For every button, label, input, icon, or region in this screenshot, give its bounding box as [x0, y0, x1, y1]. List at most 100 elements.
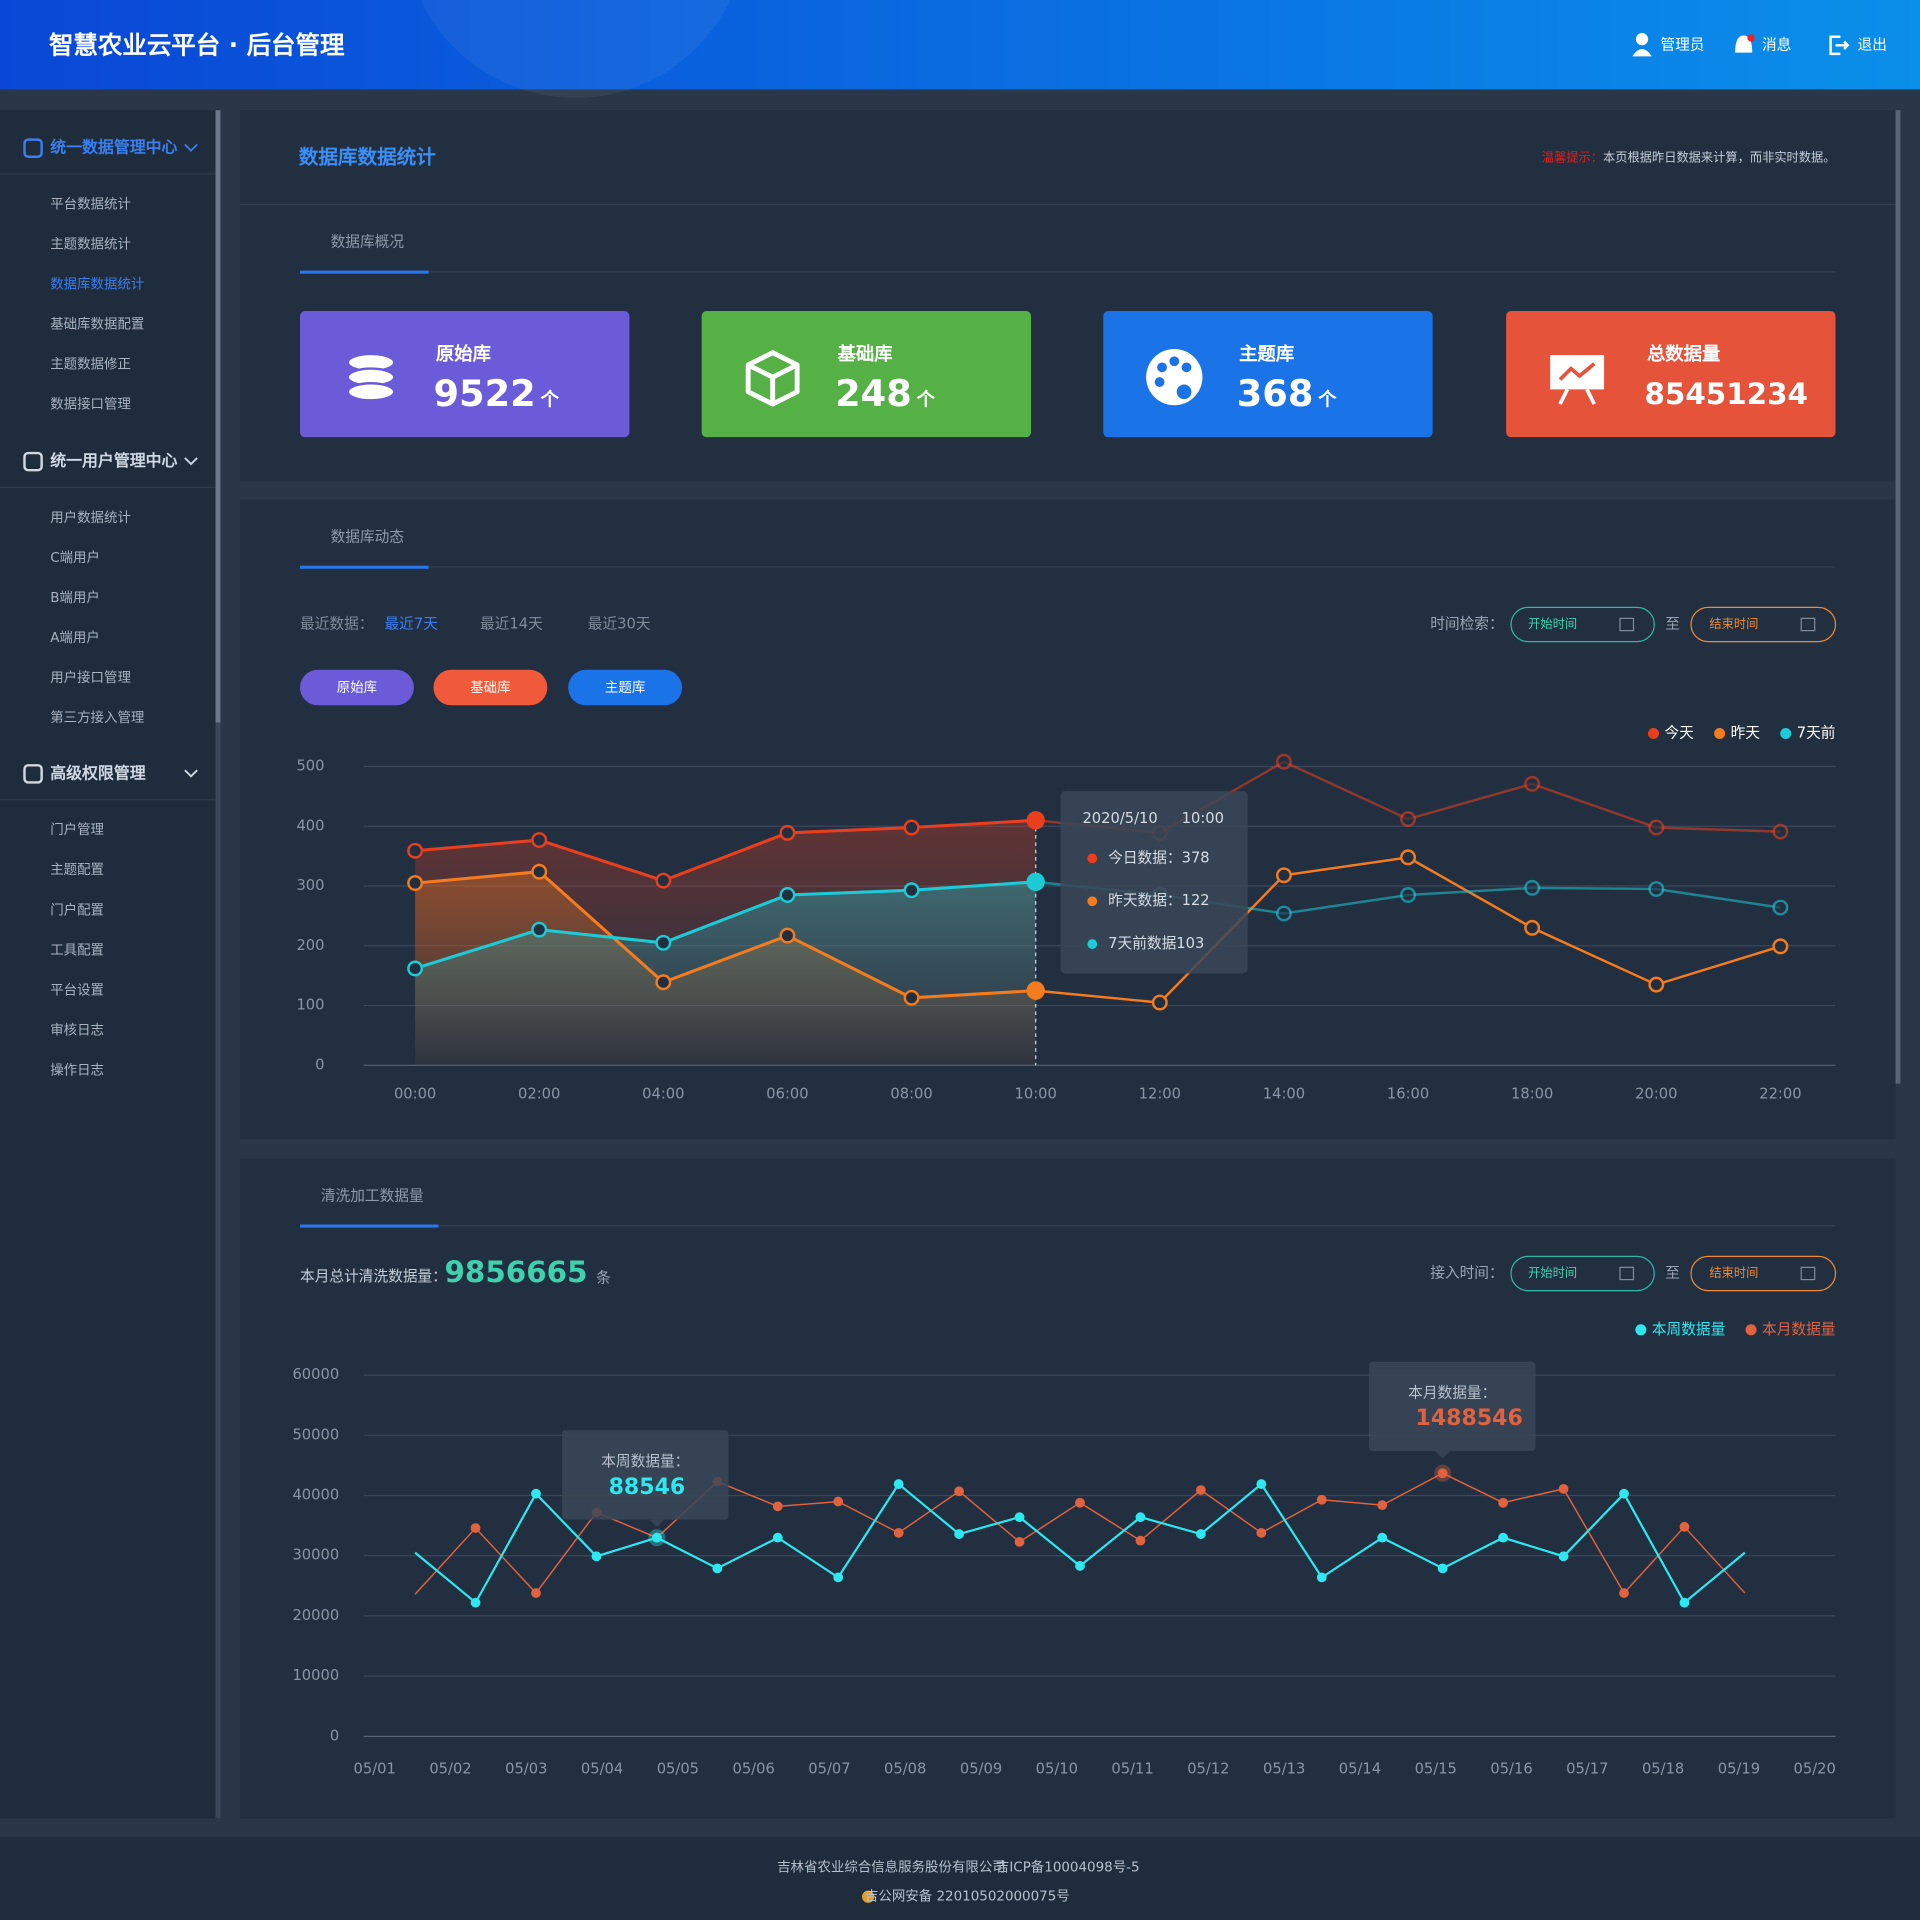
total-value: 9856665 [444, 1255, 587, 1289]
point [1026, 872, 1045, 892]
range-option[interactable]: 最近30天 [588, 615, 651, 632]
point [1135, 1512, 1146, 1523]
y-tick-label: 100 [296, 997, 324, 1014]
date-input[interactable] [1690, 1255, 1837, 1292]
y-tick-label: 30000 [292, 1547, 339, 1564]
filter-label: 最近数据： [300, 615, 373, 632]
messages-link[interactable]: 消息 [1762, 36, 1791, 53]
area [415, 881, 1036, 1066]
card-value: 248 [835, 372, 912, 415]
point [1135, 1535, 1146, 1546]
date-placeholder: 开始时间 [1528, 617, 1577, 631]
menu-item[interactable]: 平台数据统计 [50, 196, 131, 212]
menu-item[interactable]: 数据库数据统计 [50, 277, 144, 293]
menu-item[interactable]: 操作日志 [50, 1062, 104, 1078]
logout-icon [1829, 35, 1850, 56]
card-icon-dot [1157, 362, 1167, 373]
range-option[interactable]: 最近7天 [384, 615, 438, 632]
point [407, 960, 424, 977]
card-value: 368 [1237, 372, 1314, 415]
range-option[interactable]: 最近14天 [480, 615, 543, 632]
search-label: 接入时间： [1430, 1264, 1503, 1281]
x-tick-label: 05/14 [1339, 1760, 1381, 1777]
user-icon [1632, 33, 1652, 57]
x-tick-label: 05/10 [1036, 1760, 1078, 1777]
tab[interactable]: 清洗加工数据量 [321, 1187, 424, 1204]
x-tick-label: 12:00 [1139, 1086, 1181, 1103]
x-tick-label: 16:00 [1387, 1086, 1429, 1103]
tab[interactable]: 数据库概况 [331, 233, 405, 250]
x-tick-label: 05/20 [1794, 1760, 1836, 1777]
point [1437, 1563, 1448, 1574]
date-placeholder: 开始时间 [1528, 1266, 1577, 1280]
menu-group[interactable]: 高级权限管理 [50, 763, 146, 782]
x-tick-label: 06:00 [766, 1086, 808, 1103]
notice: 本页根据昨日数据来计算，而非实时数据。 [1603, 149, 1835, 164]
date-input[interactable] [1510, 1255, 1655, 1292]
point [712, 1563, 723, 1574]
legend-dot [1745, 1324, 1757, 1336]
menu-item[interactable]: 工具配置 [50, 943, 104, 958]
card-icon [1558, 388, 1596, 405]
point [1316, 1572, 1327, 1583]
date-input[interactable] [1510, 606, 1655, 643]
menu-icon [23, 138, 43, 158]
bell-icon [1735, 34, 1755, 53]
source-button[interactable] [433, 669, 548, 706]
tooltip [1368, 1361, 1536, 1452]
menu-item[interactable]: C端用户 [50, 549, 100, 566]
point [407, 842, 424, 859]
source-button-label: 主题库 [605, 680, 645, 696]
menu-item[interactable]: 主题数据统计 [50, 237, 131, 253]
x-tick-label: 05/16 [1490, 1760, 1532, 1777]
point [779, 887, 796, 903]
x-tick-label: 05/15 [1415, 1760, 1457, 1777]
menu-item[interactable]: 门户管理 [50, 821, 104, 838]
point [833, 1572, 844, 1583]
tab-underline [300, 270, 429, 274]
y-tick-label: 60000 [292, 1366, 339, 1383]
card-value: 9522 [433, 372, 535, 415]
total-unit: 条 [596, 1269, 611, 1286]
menu-item[interactable]: 用户数据统计 [50, 509, 131, 526]
y-tick-label: 300 [296, 877, 324, 894]
menu-item[interactable]: 门户配置 [50, 901, 104, 918]
point [1275, 905, 1292, 922]
point [893, 1479, 904, 1489]
source-button[interactable] [300, 669, 414, 706]
series-line [414, 880, 1036, 970]
point [1014, 1512, 1025, 1523]
menu-item[interactable]: B端用户 [50, 589, 100, 606]
card-label: 主题库 [1239, 343, 1294, 365]
menu-item[interactable]: 主题数据修正 [50, 357, 131, 373]
menu-item[interactable]: 用户接口管理 [50, 669, 131, 686]
menu-item[interactable]: 第三方接入管理 [50, 709, 144, 726]
footer-company: 吉林省农业综合信息服务股份有限公司 [777, 1858, 1006, 1875]
tab[interactable]: 数据库动态 [331, 529, 405, 546]
menu-item[interactable]: A端用户 [50, 629, 100, 646]
source-button[interactable] [568, 669, 683, 706]
point [1151, 994, 1168, 1011]
menu-item[interactable]: 主题配置 [50, 862, 104, 878]
logout-link[interactable]: 退出 [1858, 36, 1887, 53]
menu-item[interactable]: 数据接口管理 [50, 396, 131, 413]
tooltip-arrow [1435, 1451, 1451, 1459]
point [772, 1501, 783, 1512]
menu-group[interactable]: 统一用户管理中心 [50, 451, 177, 470]
date-input[interactable] [1690, 606, 1837, 643]
y-tick-label: 200 [296, 937, 324, 954]
card-icon [346, 382, 396, 402]
menu-item[interactable]: 审核日志 [50, 1022, 104, 1038]
menu-item[interactable]: 平台设置 [50, 982, 104, 998]
point [1619, 1488, 1629, 1499]
point [1275, 753, 1292, 770]
tooltip-label: 7天前数据 [1108, 935, 1176, 952]
date-placeholder: 结束时间 [1709, 1266, 1758, 1280]
menu-icon [23, 764, 43, 784]
x-tick-label: 05/07 [808, 1760, 850, 1777]
menu-group[interactable]: 统一数据管理中心 [50, 138, 177, 157]
point [1648, 819, 1665, 836]
user-menu[interactable]: 管理员 [1660, 36, 1704, 53]
card-icon [745, 350, 800, 407]
menu-item[interactable]: 基础库数据配置 [50, 316, 144, 333]
